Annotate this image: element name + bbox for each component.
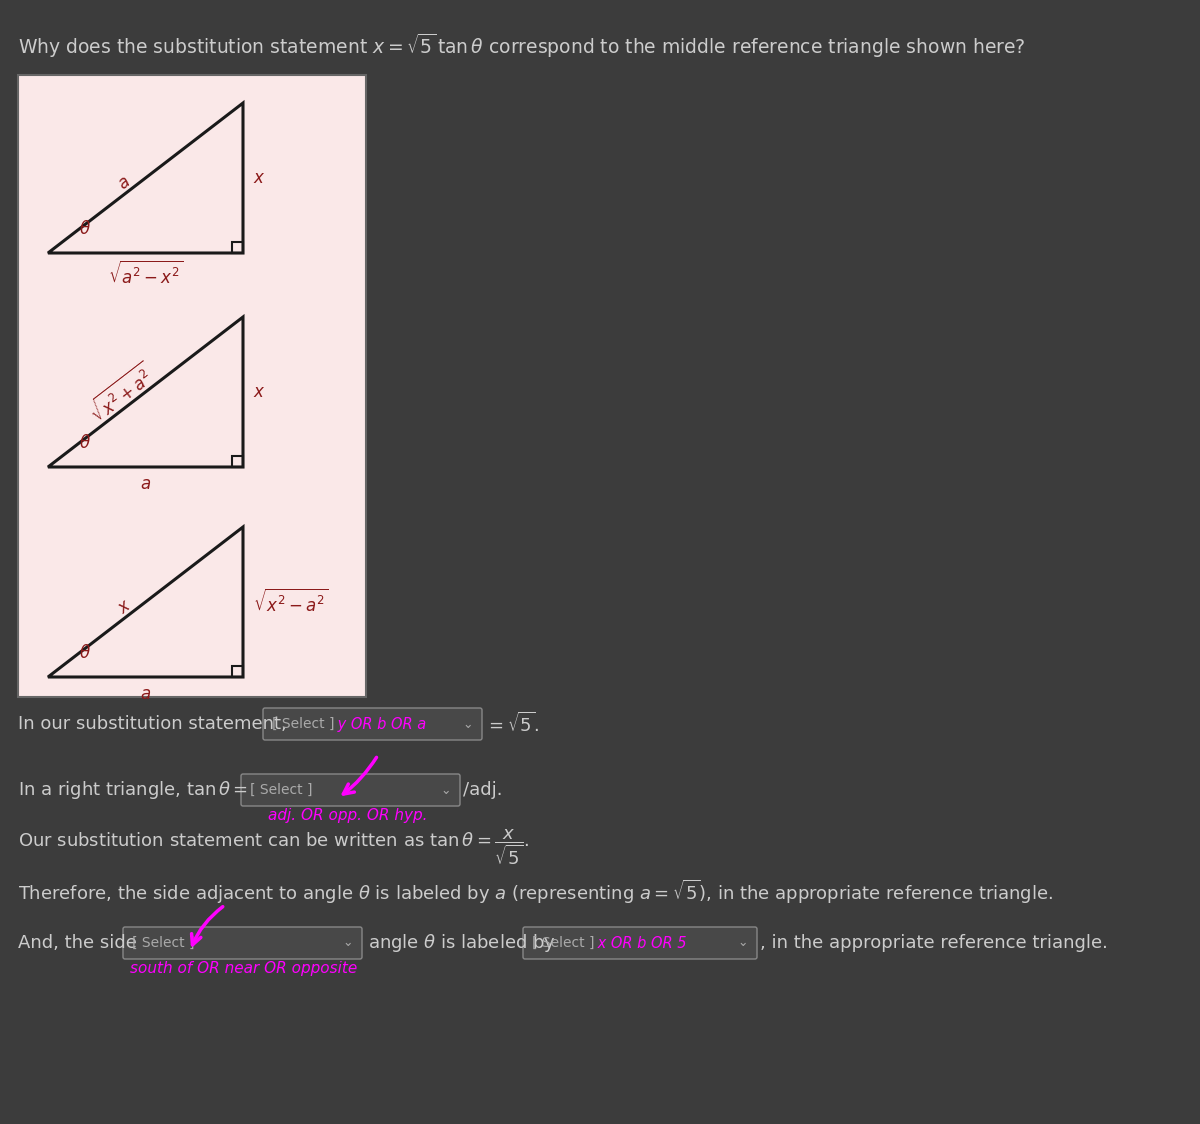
Text: $\theta$: $\theta$ (79, 644, 91, 662)
Text: adj. OR opp. OR hyp.: adj. OR opp. OR hyp. (268, 808, 427, 823)
Text: y OR b OR a: y OR b OR a (334, 716, 426, 732)
Text: $\theta$: $\theta$ (79, 434, 91, 452)
Text: [ Select ]: [ Select ] (132, 936, 194, 950)
Text: $\sqrt{a^2 - x^2}$: $\sqrt{a^2 - x^2}$ (108, 261, 184, 288)
Text: ⌄: ⌄ (738, 936, 749, 950)
Text: south of OR near OR opposite: south of OR near OR opposite (130, 961, 358, 976)
Text: $x$: $x$ (253, 169, 265, 187)
Text: Why does the substitution statement $x = \sqrt{5}\,\tan\theta$ correspond to the: Why does the substitution statement $x =… (18, 31, 1026, 60)
Bar (232, 242, 242, 253)
Text: , in the appropriate reference triangle.: , in the appropriate reference triangle. (760, 934, 1108, 952)
Text: In a right triangle, $\tan\theta =$: In a right triangle, $\tan\theta =$ (18, 779, 248, 801)
Text: ⌄: ⌄ (440, 783, 451, 797)
FancyBboxPatch shape (263, 708, 482, 740)
FancyBboxPatch shape (523, 927, 757, 959)
Text: Therefore, the side adjacent to angle $\theta$ is labeled by $a$ (representing $: Therefore, the side adjacent to angle $\… (18, 878, 1054, 906)
Text: $\theta$: $\theta$ (79, 220, 91, 238)
Text: $\sqrt{x^2 + a^2}$: $\sqrt{x^2 + a^2}$ (83, 360, 160, 427)
Text: $a$: $a$ (140, 685, 151, 702)
Text: ⌄: ⌄ (463, 717, 473, 731)
Text: $x$: $x$ (114, 596, 134, 618)
Text: [ Select ]: [ Select ] (272, 717, 335, 731)
Text: In our substitution statement,: In our substitution statement, (18, 715, 287, 733)
Text: $=\sqrt{5}.$: $=\sqrt{5}.$ (485, 711, 539, 736)
Text: ⌄: ⌄ (343, 936, 353, 950)
Bar (232, 455, 242, 466)
Text: $a$: $a$ (140, 475, 151, 493)
FancyBboxPatch shape (18, 75, 366, 697)
Text: /adj.: /adj. (463, 781, 503, 799)
Text: x OR b OR 5: x OR b OR 5 (593, 935, 686, 951)
Text: Our substitution statement can be written as $\tan\theta = \dfrac{x}{\sqrt{5}}.$: Our substitution statement can be writte… (18, 827, 529, 867)
Text: angle $\theta$ is labeled by: angle $\theta$ is labeled by (368, 932, 556, 954)
FancyBboxPatch shape (241, 774, 460, 806)
Bar (232, 665, 242, 677)
Text: $\sqrt{x^2 - a^2}$: $\sqrt{x^2 - a^2}$ (253, 588, 329, 616)
Text: And, the side: And, the side (18, 934, 137, 952)
Text: [ Select ]: [ Select ] (250, 783, 312, 797)
Text: [ Select ]: [ Select ] (532, 936, 594, 950)
Text: $x$: $x$ (253, 383, 265, 401)
Text: $a$: $a$ (114, 172, 134, 193)
FancyBboxPatch shape (124, 927, 362, 959)
